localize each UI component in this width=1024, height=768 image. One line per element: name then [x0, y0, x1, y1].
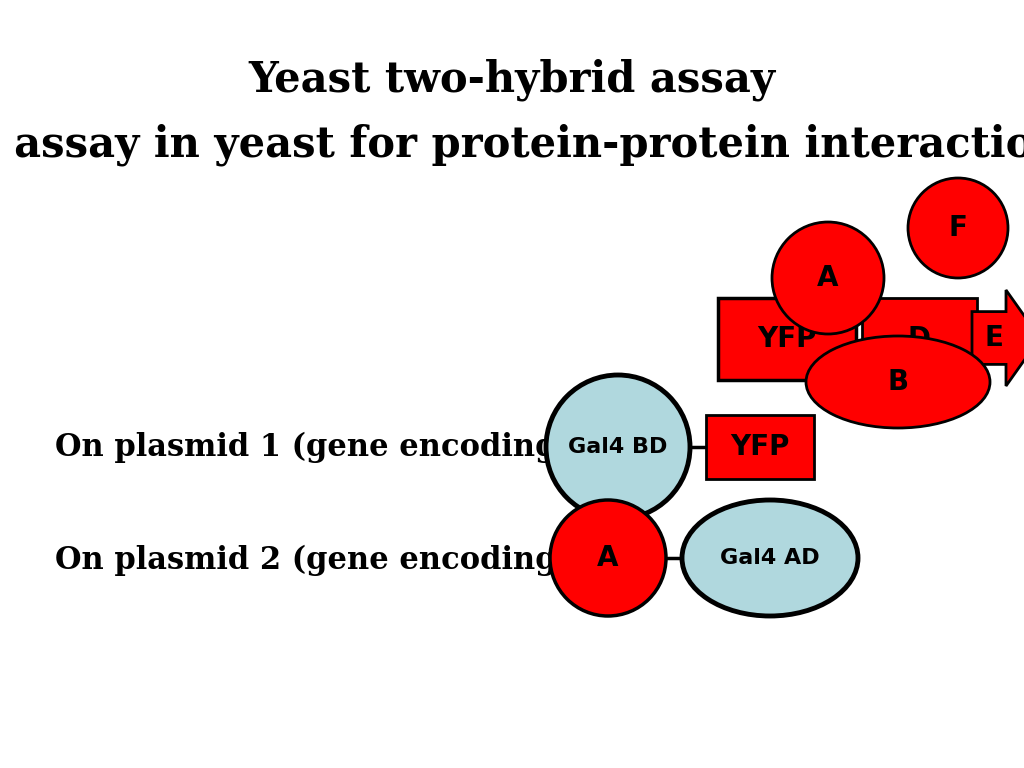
Text: YFP: YFP	[730, 433, 790, 461]
Text: B: B	[888, 368, 908, 396]
Text: Gal4 AD: Gal4 AD	[720, 548, 820, 568]
Ellipse shape	[682, 500, 858, 616]
Text: F: F	[948, 214, 968, 242]
Text: Yeast two-hybrid assay: Yeast two-hybrid assay	[249, 58, 775, 101]
Text: On plasmid 1 (gene encoding):: On plasmid 1 (gene encoding):	[55, 432, 582, 462]
Text: Gal4 BD: Gal4 BD	[568, 437, 668, 457]
Circle shape	[772, 222, 884, 334]
Text: On plasmid 2 (gene encoding):: On plasmid 2 (gene encoding):	[55, 545, 583, 575]
Text: A: A	[817, 264, 839, 292]
Text: E: E	[984, 324, 1004, 352]
Ellipse shape	[546, 375, 690, 519]
Circle shape	[550, 500, 666, 616]
FancyBboxPatch shape	[706, 415, 814, 479]
Text: YFP: YFP	[758, 325, 817, 353]
Text: An assay in yeast for protein-protein interactions: An assay in yeast for protein-protein in…	[0, 124, 1024, 166]
Ellipse shape	[806, 336, 990, 428]
Circle shape	[908, 178, 1008, 278]
FancyBboxPatch shape	[862, 298, 977, 380]
FancyBboxPatch shape	[718, 298, 856, 380]
Text: D: D	[908, 325, 931, 353]
Text: A: A	[597, 544, 618, 572]
Polygon shape	[972, 290, 1024, 386]
